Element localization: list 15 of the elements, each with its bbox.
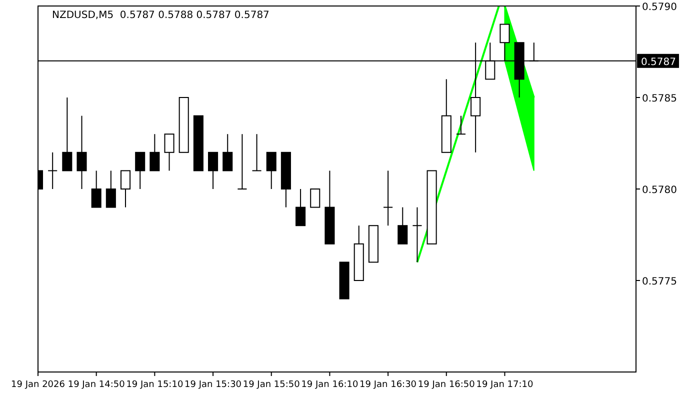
y-tick-label: 0.5780 (642, 185, 677, 196)
x-tick-label: 19 Jan 15:50 (242, 380, 300, 390)
chart-title: NZDUSD,M5 0.5787 0.5788 0.5787 0.5787 (52, 10, 270, 21)
y-tick-label: 0.5785 (642, 94, 677, 104)
x-tick-label: 19 Jan 15:10 (126, 380, 184, 390)
y-tick-label: 0.5775 (642, 276, 677, 288)
x-tick-label: 19 Jan 15:30 (184, 380, 242, 390)
y-tick-label: 0.5790 (642, 2, 677, 13)
x-tick-label: 19 Jan 17:10 (476, 380, 534, 390)
x-tick-label: 19 Jan 16:10 (301, 380, 358, 390)
x-tick-label: 19 Jan 2026 (11, 380, 66, 390)
x-tick-label: 19 Jan 16:30 (360, 380, 417, 390)
ref-line-label: 0.5787 (641, 56, 676, 68)
x-tick-label: 19 Jan 16:50 (418, 380, 476, 390)
x-tick-label: 19 Jan 14:50 (68, 380, 126, 390)
